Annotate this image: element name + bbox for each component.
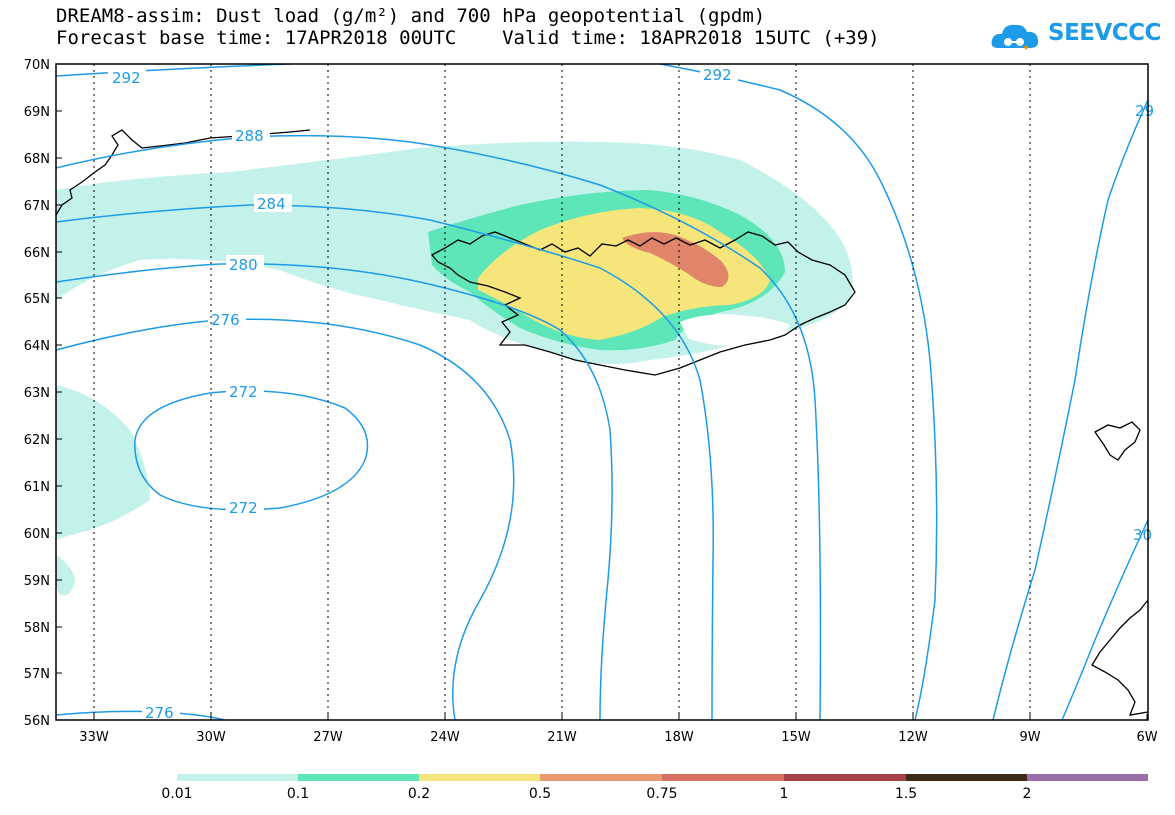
lat-label: 56N — [24, 714, 50, 729]
lat-label: 58N — [24, 621, 50, 636]
colorbar-label: 1 — [780, 786, 789, 802]
colorbar-label: 0.5 — [529, 786, 551, 802]
lat-label: 57N — [24, 667, 50, 682]
faroe-coast — [1094, 421, 1141, 461]
colorbar-swatch — [662, 774, 784, 781]
iceland-coast — [430, 231, 856, 376]
contour-276 — [56, 318, 515, 720]
seevccc-logo — [991, 24, 1039, 50]
lat-label: 67N — [24, 199, 50, 214]
gridlines — [93, 64, 1031, 720]
lat-label: 60N — [24, 527, 50, 542]
lat-label: 68N — [24, 152, 50, 167]
contour-label: 288 — [235, 127, 264, 145]
map-title: DREAM8-assim: Dust load (g/m²) and 700 h… — [56, 5, 766, 27]
colorbar-label: 0.01 — [161, 786, 192, 802]
map-subtitle: Forecast base time: 17APR2018 00UTC Vali… — [56, 27, 880, 49]
contour-292-north — [56, 64, 291, 77]
lon-label: 30W — [196, 730, 226, 745]
contour-label: 29 — [1135, 102, 1154, 120]
lat-label: 59N — [24, 574, 50, 589]
contour-300 — [1061, 519, 1148, 720]
colorbar-swatch — [906, 774, 1027, 781]
contour-284 — [56, 204, 714, 720]
lon-label: 15W — [781, 730, 811, 745]
colorbar-swatch — [298, 774, 419, 781]
cloud-icon — [991, 24, 1039, 50]
colorbar — [177, 774, 1148, 781]
contour-label: 276 — [145, 704, 174, 722]
latitude-axis: 70N 69N 68N 67N 66N 65N 64N 63N 62N 61N … — [24, 58, 50, 729]
coastlines — [56, 129, 1148, 716]
contour-label: 30 — [1133, 526, 1152, 544]
axis-ticks — [56, 63, 1148, 721]
lon-label: 27W — [313, 730, 343, 745]
longitude-axis: 33W 30W 27W 24W 21W 18W 15W 12W 9W 6W — [79, 730, 1157, 745]
lat-label: 66N — [24, 246, 50, 261]
colorbar-label: 0.2 — [408, 786, 430, 802]
colorbar-labels: 0.01 0.1 0.2 0.5 0.75 1 1.5 2 — [161, 786, 1031, 802]
lat-label: 65N — [24, 292, 50, 307]
colorbar-swatch — [1027, 774, 1148, 781]
colorbar-label: 0.75 — [646, 786, 677, 802]
contour-label: 284 — [257, 195, 286, 213]
lat-label: 70N — [24, 58, 50, 73]
contour-label: 276 — [211, 311, 240, 329]
contour-label: 292 — [112, 69, 141, 87]
lat-label: 63N — [24, 386, 50, 401]
contour-label: 280 — [229, 256, 258, 274]
lon-label: 12W — [898, 730, 928, 745]
colorbar-swatch — [540, 774, 662, 781]
colorbar-label: 1.5 — [895, 786, 917, 802]
lon-label: 18W — [664, 730, 694, 745]
dust-level-0.2 — [478, 208, 770, 340]
lat-label: 62N — [24, 433, 50, 448]
lon-label: 9W — [1019, 730, 1040, 745]
dust-level-0.01-south — [56, 385, 150, 540]
lat-label: 64N — [24, 339, 50, 354]
colorbar-swatch — [784, 774, 906, 781]
lon-label: 6W — [1136, 730, 1157, 745]
contour-272 — [134, 390, 369, 511]
contour-280 — [56, 263, 613, 720]
dust-level-0.5 — [622, 232, 729, 287]
lat-label: 61N — [24, 480, 50, 495]
colorbar-swatch — [419, 774, 540, 781]
scotland-coast — [1091, 599, 1148, 716]
contour-label-group: 292 292 288 284 280 276 272 272 276 29 3… — [108, 64, 1154, 722]
lon-label: 24W — [430, 730, 460, 745]
colorbar-label: 2 — [1023, 786, 1032, 802]
lon-label: 21W — [547, 730, 577, 745]
dust-level-0.01-blob — [56, 555, 75, 596]
colorbar-label: 0.1 — [287, 786, 309, 802]
contour-296 — [992, 99, 1148, 720]
contour-label: 272 — [229, 499, 258, 517]
lon-label: 33W — [79, 730, 109, 745]
lat-label: 69N — [24, 105, 50, 120]
dust-clear-patch — [680, 314, 790, 346]
contour-label: 292 — [703, 66, 732, 84]
contour-292 — [659, 64, 938, 720]
colorbar-swatch — [177, 774, 298, 781]
logo-text: SEEVCCC — [1048, 20, 1161, 46]
contour-label: 272 — [229, 383, 258, 401]
